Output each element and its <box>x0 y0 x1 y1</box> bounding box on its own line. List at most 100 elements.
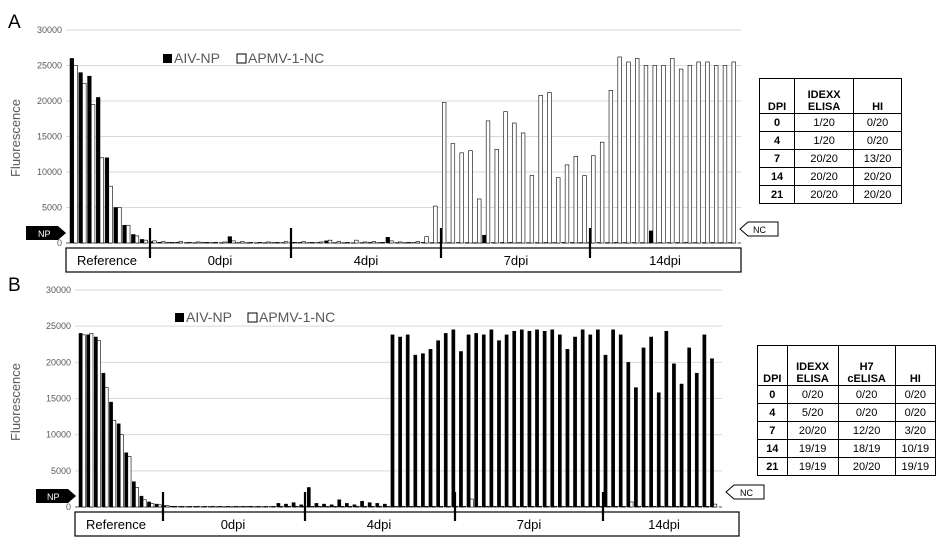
panel-b-legend-apmv: APMV-1-NC <box>259 309 335 325</box>
panel-b-bar-apmv <box>165 505 170 508</box>
panel-b-bar-aiv <box>687 347 692 508</box>
panel-a-bar-aiv <box>236 242 241 244</box>
panel-b-bar-apmv <box>629 501 634 508</box>
panel-a-y-axis-label: Fluorescence <box>8 99 23 177</box>
panel-a-bar-aiv <box>605 242 610 244</box>
panel-a-results-table: DPI IDEXX ELISA HI 0 1/20 0/20 4 1/20 0/20 7… <box>758 78 902 204</box>
panel-a-bar-apmv <box>371 241 377 244</box>
panel-b-bar-aiv <box>78 333 83 508</box>
panel-a-bar-aiv <box>96 97 101 244</box>
panel-b-bar-apmv <box>530 505 535 508</box>
panel-b-bar-apmv <box>104 387 109 508</box>
panel-a-bar-aiv <box>359 242 364 244</box>
panel-a-bar-apmv <box>459 152 464 244</box>
panel-b-bar-aiv <box>185 506 189 508</box>
panel-a-bar-aiv <box>254 242 259 244</box>
panel-a-bar-aiv <box>271 242 276 244</box>
panel-b-nc-arrow-label: NC <box>740 488 753 498</box>
panel-b-bar-apmv <box>332 505 337 508</box>
panel-b-bar-aiv <box>337 499 342 508</box>
panel-a-bar-apmv <box>380 241 385 244</box>
panel-a-th-idexx: IDEXX ELISA <box>794 78 855 114</box>
panel-b-bar-aiv <box>253 506 258 508</box>
panel-b-group-0dpi: 0dpi <box>221 517 246 532</box>
panel-a-bar-aiv <box>666 242 671 244</box>
panel-b-bar-aiv <box>428 349 433 508</box>
panel-a-bar-apmv <box>82 82 87 244</box>
table-cell: 20/20 <box>837 457 896 476</box>
panel-b-bar-aiv <box>573 336 577 508</box>
panel-a-bar-aiv <box>192 242 197 244</box>
table-cell: 0/20 <box>853 113 902 132</box>
panel-b-bar-aiv <box>618 334 623 508</box>
panel-b-bar-aiv <box>352 504 357 508</box>
panel-b-bar-aiv <box>284 503 288 508</box>
panel-b-bar-aiv <box>101 372 106 508</box>
panel-b-legend-aiv: AIV-NP <box>186 309 232 325</box>
panel-b-bar-aiv <box>664 330 669 508</box>
table-cell: 0 <box>757 385 788 404</box>
panel-a-bar-apmv <box>248 241 254 244</box>
table-cell: 20/20 <box>853 185 902 204</box>
table-cell: 0/20 <box>894 403 937 422</box>
panel-a-bar-apmv <box>284 241 289 244</box>
panel-a-group-7dpi: 7dpi <box>504 253 529 268</box>
panel-b-bar-apmv <box>545 505 550 508</box>
panel-b-bar-apmv <box>325 505 330 508</box>
table-cell: 0/20 <box>853 131 902 150</box>
panel-b-bar-apmv <box>622 505 626 508</box>
table-cell: 13/20 <box>853 149 902 168</box>
panel-b-bar-apmv <box>713 503 718 508</box>
table-cell: 1/20 <box>794 131 855 150</box>
panel-b-bar-apmv <box>409 505 413 508</box>
panel-b-bar-apmv <box>561 505 565 508</box>
panel-b-legend-swatch-apmv <box>247 312 258 323</box>
panel-b-bar-aiv <box>702 334 707 508</box>
panel-b-bar-aiv <box>238 506 243 508</box>
panel-b-results-table: DPI IDEXX ELISA H7 cELISA HI 0 0/20 0/20 0/… <box>757 345 937 476</box>
panel-b-bar-apmv <box>173 505 177 508</box>
panel-b-bar-aiv <box>550 329 555 508</box>
panel-a-bar-apmv <box>178 241 183 244</box>
panel-b-bar-apmv <box>211 505 216 508</box>
panel-a-legend-swatch-aiv <box>163 54 172 63</box>
panel-a-bar-apmv <box>696 61 701 244</box>
panel-b-bar-apmv <box>188 505 193 508</box>
panel-b-bar-aiv <box>390 334 395 508</box>
panel-a-bar-apmv <box>424 236 429 244</box>
table-cell: 18/19 <box>837 439 896 458</box>
panel-a-bar-aiv <box>315 242 320 244</box>
panel-a-bar-aiv <box>324 240 329 244</box>
table-cell: 19/19 <box>786 457 839 476</box>
panel-a-bar-apmv <box>564 164 570 244</box>
panel-a-bar-apmv <box>266 241 271 244</box>
table-cell: 7 <box>757 421 788 440</box>
panel-a-bar-aiv <box>113 207 118 244</box>
panel-b-bar-apmv <box>568 505 573 508</box>
table-cell: 19/19 <box>894 457 937 476</box>
panel-a-bar-apmv <box>485 120 491 244</box>
table-cell: 14 <box>757 439 788 458</box>
panel-a-bar-aiv <box>350 242 355 244</box>
panel-a-bar-aiv <box>262 242 268 244</box>
panel-b-bar-aiv <box>672 363 676 508</box>
panel-a-bar-apmv <box>608 90 614 244</box>
panel-b-bar-apmv <box>439 505 444 508</box>
panel-b-bar-aiv <box>504 334 509 508</box>
panel-b-bar-aiv <box>268 506 273 508</box>
panel-b-th-idexx: IDEXX ELISA <box>786 345 839 386</box>
panel-b-y-tick-label: 30000 <box>46 285 71 295</box>
panel-a-bar-aiv <box>482 234 487 244</box>
panel-a-bar-apmv <box>126 224 131 244</box>
panel-a-bar-apmv <box>310 241 315 244</box>
panel-a-bar-aiv <box>69 58 74 244</box>
panel-b-legend-swatch-aiv <box>175 313 184 322</box>
panel-a-bar-aiv <box>552 242 557 244</box>
panel-a-bar-aiv <box>675 242 680 244</box>
panel-a-bar-apmv <box>213 241 219 244</box>
panel-b-bar-apmv <box>485 505 489 508</box>
panel-b-th-dpi: DPI <box>757 345 788 386</box>
panel-b-bar-aiv <box>649 336 653 508</box>
panel-a-bar-apmv <box>722 65 728 244</box>
